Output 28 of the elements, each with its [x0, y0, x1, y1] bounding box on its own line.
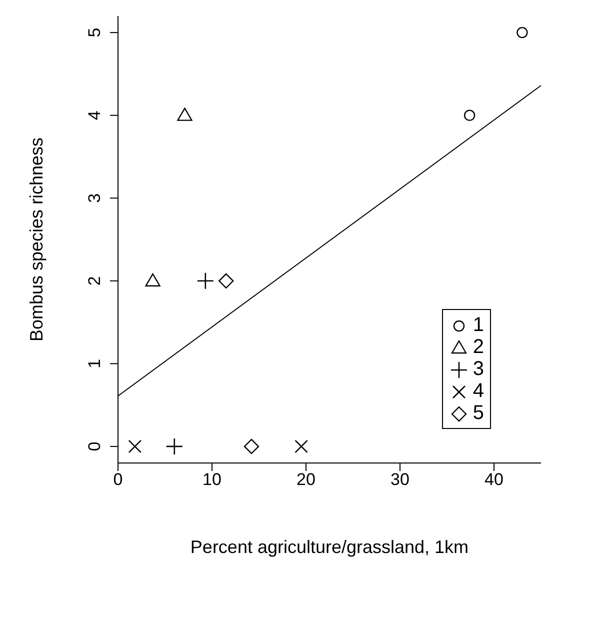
- point: [294, 440, 308, 454]
- x-tick-label: 30: [390, 470, 410, 490]
- point: [244, 438, 260, 454]
- point: [464, 110, 476, 121]
- x-tick-label: 20: [296, 470, 316, 490]
- y-tick-label: 3: [85, 193, 104, 203]
- y-tick-label: 2: [85, 276, 104, 286]
- point: [516, 26, 528, 38]
- point: [145, 273, 160, 286]
- legend-label: 1: [472, 314, 484, 336]
- x-axis-title: Percent agriculture/grassland, 1km: [190, 537, 469, 557]
- y-tick-label: 0: [85, 442, 104, 452]
- point: [218, 273, 234, 288]
- x-tick-label: 40: [484, 470, 504, 490]
- point: [166, 438, 184, 456]
- y-tick-label: 4: [85, 110, 104, 120]
- legend-label: 3: [472, 358, 484, 380]
- y-axis-title: Bombus species richness: [26, 137, 46, 342]
- y-tick-label: 1: [85, 358, 104, 368]
- x-tick-label: 0: [113, 470, 123, 490]
- legend-label: 2: [472, 336, 484, 358]
- x-tick-label: 10: [202, 470, 222, 490]
- y-tick-label: 5: [85, 28, 104, 38]
- point: [177, 108, 192, 121]
- legend-label: 4: [472, 380, 484, 402]
- point: [196, 272, 214, 290]
- legend-label: 5: [472, 402, 484, 424]
- point: [128, 440, 142, 454]
